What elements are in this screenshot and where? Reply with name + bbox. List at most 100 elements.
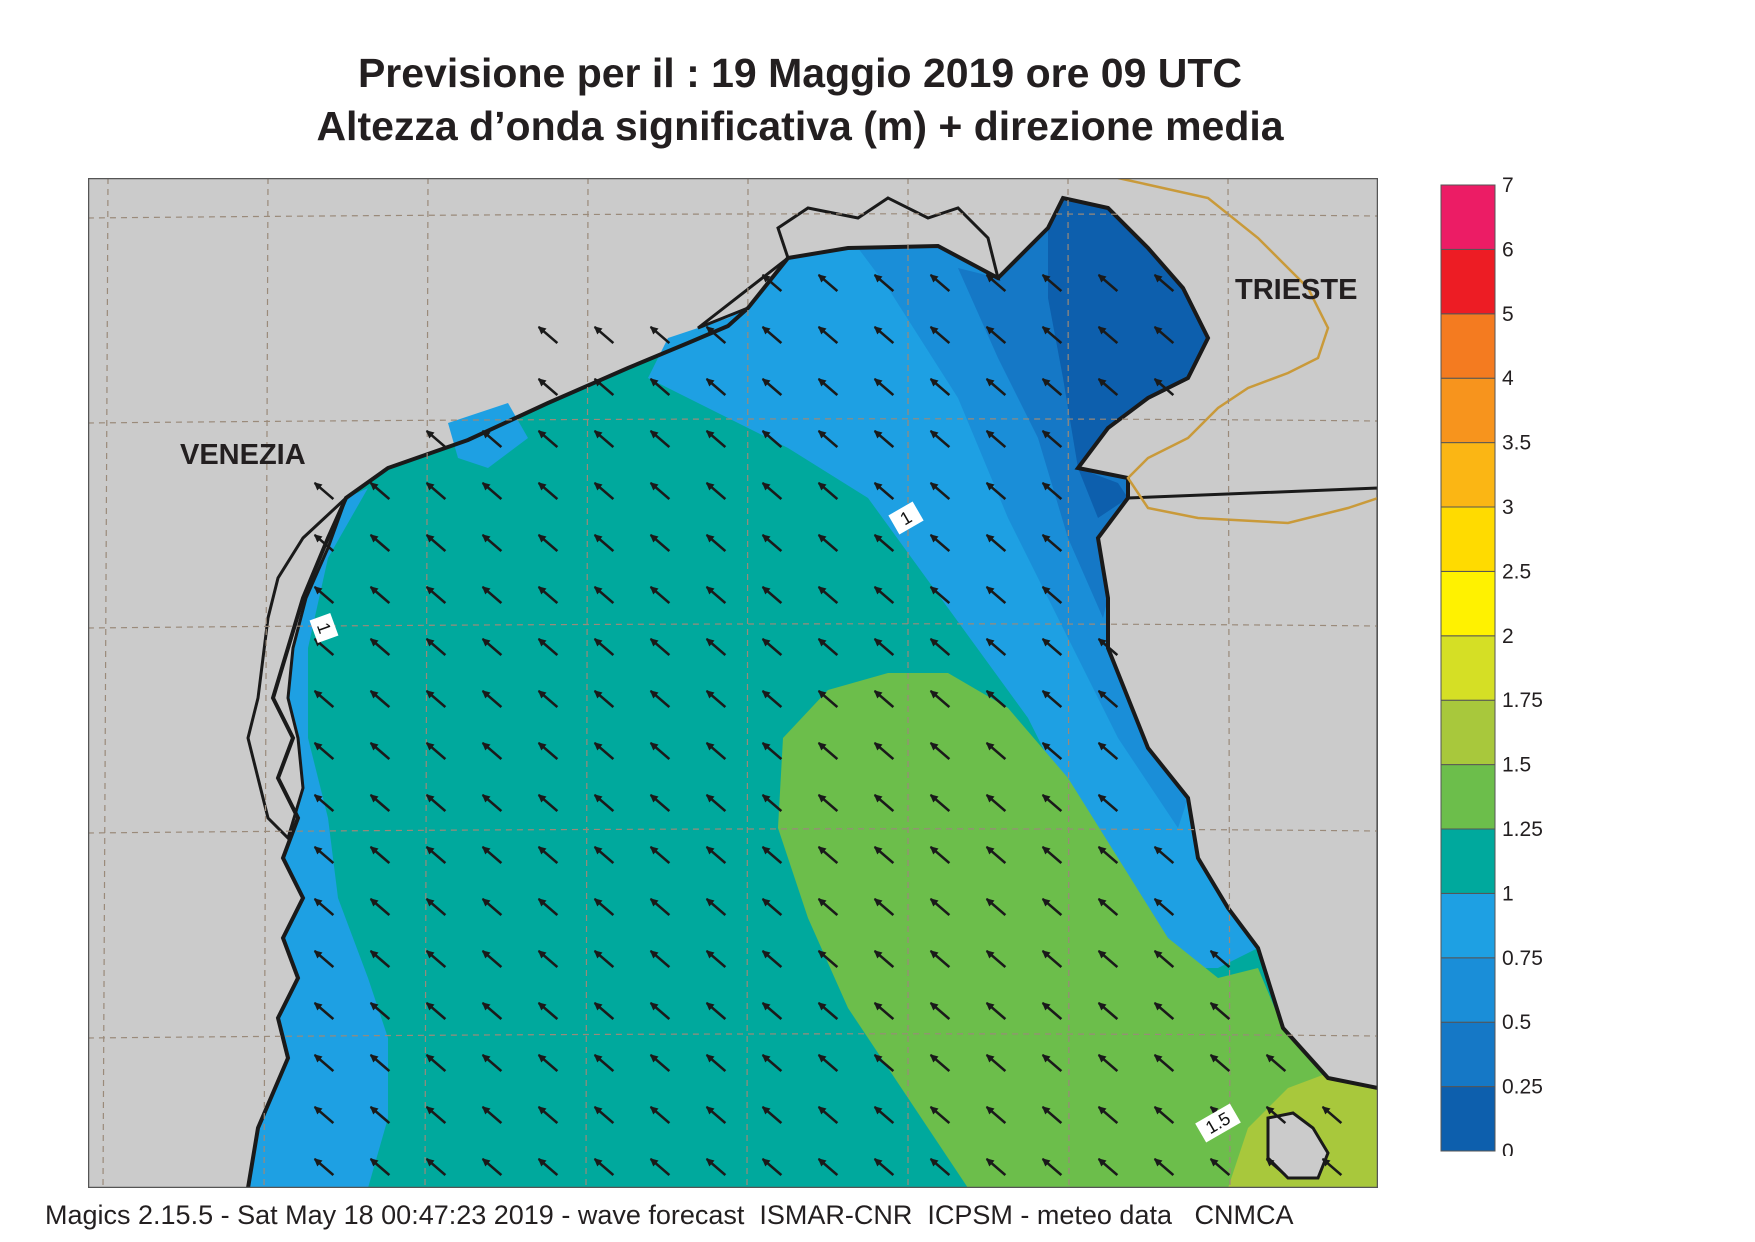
legend-level-label: 0.25: [1502, 1076, 1543, 1099]
wave-arrow: [1209, 1001, 1231, 1021]
sea-zone-1.25-1.5: [778, 673, 1378, 1188]
wave-arrow: [873, 325, 895, 345]
map-frame: [88, 178, 1378, 1188]
wave-arrow: [593, 481, 615, 501]
legend-swatch: [1440, 957, 1496, 1023]
legend-swatch: [1440, 506, 1496, 572]
wave-arrow: [929, 897, 951, 917]
wave-arrow: [649, 793, 671, 813]
legend-level-label: 3: [1502, 496, 1514, 519]
wave-arrow: [1041, 1105, 1063, 1125]
wave-arrow: [929, 949, 951, 969]
wave-arrow: [1041, 637, 1063, 657]
title-line-2: Altezza d’onda significativa (m) + direz…: [316, 103, 1284, 149]
wave-arrow: [929, 1053, 951, 1073]
wave-arrow: [1265, 1053, 1287, 1073]
wave-arrow: [929, 377, 951, 397]
wave-arrow: [537, 949, 559, 969]
wave-arrow: [593, 689, 615, 709]
wave-arrow: [817, 1157, 839, 1177]
wave-arrow: [929, 637, 951, 657]
wave-arrow: [649, 1157, 671, 1177]
wave-arrow: [761, 845, 783, 865]
wave-arrow: [649, 845, 671, 865]
legend-swatch: [1440, 184, 1496, 250]
wave-arrow: [1097, 949, 1119, 969]
wave-arrow: [649, 897, 671, 917]
wave-arrow: [929, 481, 951, 501]
wave-arrow: [649, 429, 671, 449]
wave-arrow: [873, 741, 895, 761]
wave-arrow: [425, 897, 447, 917]
wave-arrow: [1041, 897, 1063, 917]
wave-arrow: [761, 533, 783, 553]
wave-arrow: [481, 793, 503, 813]
coastline: [246, 195, 1378, 1188]
wave-arrow: [481, 481, 503, 501]
title-line-1: Previsione per il : 19 Maggio 2019 ore 0…: [357, 50, 1243, 96]
wave-arrow: [313, 845, 335, 865]
legend-swatch: [1440, 892, 1496, 959]
wave-arrow: [1097, 325, 1119, 345]
wave-arrow: [1153, 273, 1175, 293]
wave-arrow: [705, 1001, 727, 1021]
wave-arrow: [705, 585, 727, 605]
wave-arrow: [929, 1001, 951, 1021]
sea-zone-0-0.25: [1048, 198, 1208, 518]
wave-arrow: [425, 637, 447, 657]
wave-arrow: [537, 897, 559, 917]
legend-level-label: 2: [1502, 625, 1514, 648]
legend-level-label: 1.5: [1502, 754, 1531, 777]
wave-arrow: [313, 897, 335, 917]
wave-arrow: [985, 481, 1007, 501]
wave-arrow: [705, 793, 727, 813]
legend-level-label: 0.75: [1502, 947, 1543, 970]
wave-arrow: [425, 949, 447, 969]
wave-arrow: [313, 533, 335, 553]
wave-arrow: [985, 949, 1007, 969]
wave-arrow: [1041, 741, 1063, 761]
wave-arrow: [1209, 1053, 1231, 1073]
wave-arrow: [1209, 949, 1231, 969]
city-label-venezia: VENEZIA: [180, 439, 306, 471]
wave-arrow: [649, 1001, 671, 1021]
wave-direction-arrows: [313, 273, 1343, 1177]
legend-level-label: 0: [1502, 1140, 1514, 1156]
wave-arrow: [1041, 845, 1063, 865]
wave-arrow: [873, 1157, 895, 1177]
wave-arrow: [481, 949, 503, 969]
wave-arrow: [761, 273, 783, 293]
venice-lagoon-land: [246, 496, 348, 841]
wave-arrow: [761, 325, 783, 345]
wave-arrow: [1097, 689, 1119, 709]
wave-arrow: [537, 585, 559, 605]
wave-arrow: [873, 1105, 895, 1125]
wave-arrow: [929, 429, 951, 449]
wave-arrow: [929, 585, 951, 605]
wave-arrow: [705, 533, 727, 553]
wave-arrow: [649, 325, 671, 345]
wave-arrow: [1041, 533, 1063, 553]
wave-arrow: [1041, 481, 1063, 501]
wave-arrow: [873, 637, 895, 657]
wave-arrow: [313, 689, 335, 709]
wave-arrow: [369, 793, 391, 813]
wave-arrow: [369, 1157, 391, 1177]
wave-arrow: [873, 429, 895, 449]
wave-arrow: [313, 793, 335, 813]
wave-arrow: [929, 845, 951, 865]
wave-arrow: [593, 1157, 615, 1177]
wave-arrow: [1041, 273, 1063, 293]
wave-arrow: [929, 689, 951, 709]
wave-arrow: [1209, 1157, 1231, 1177]
legend-swatch: [1440, 1086, 1496, 1152]
wave-arrow: [1153, 1157, 1175, 1177]
wave-arrow: [369, 1053, 391, 1073]
wave-arrow: [873, 377, 895, 397]
wave-arrow: [1097, 845, 1119, 865]
wave-arrow: [761, 1157, 783, 1177]
wave-arrow: [929, 533, 951, 553]
wave-arrow: [1097, 1157, 1119, 1177]
wave-arrow: [481, 1001, 503, 1021]
wave-arrow: [873, 533, 895, 553]
